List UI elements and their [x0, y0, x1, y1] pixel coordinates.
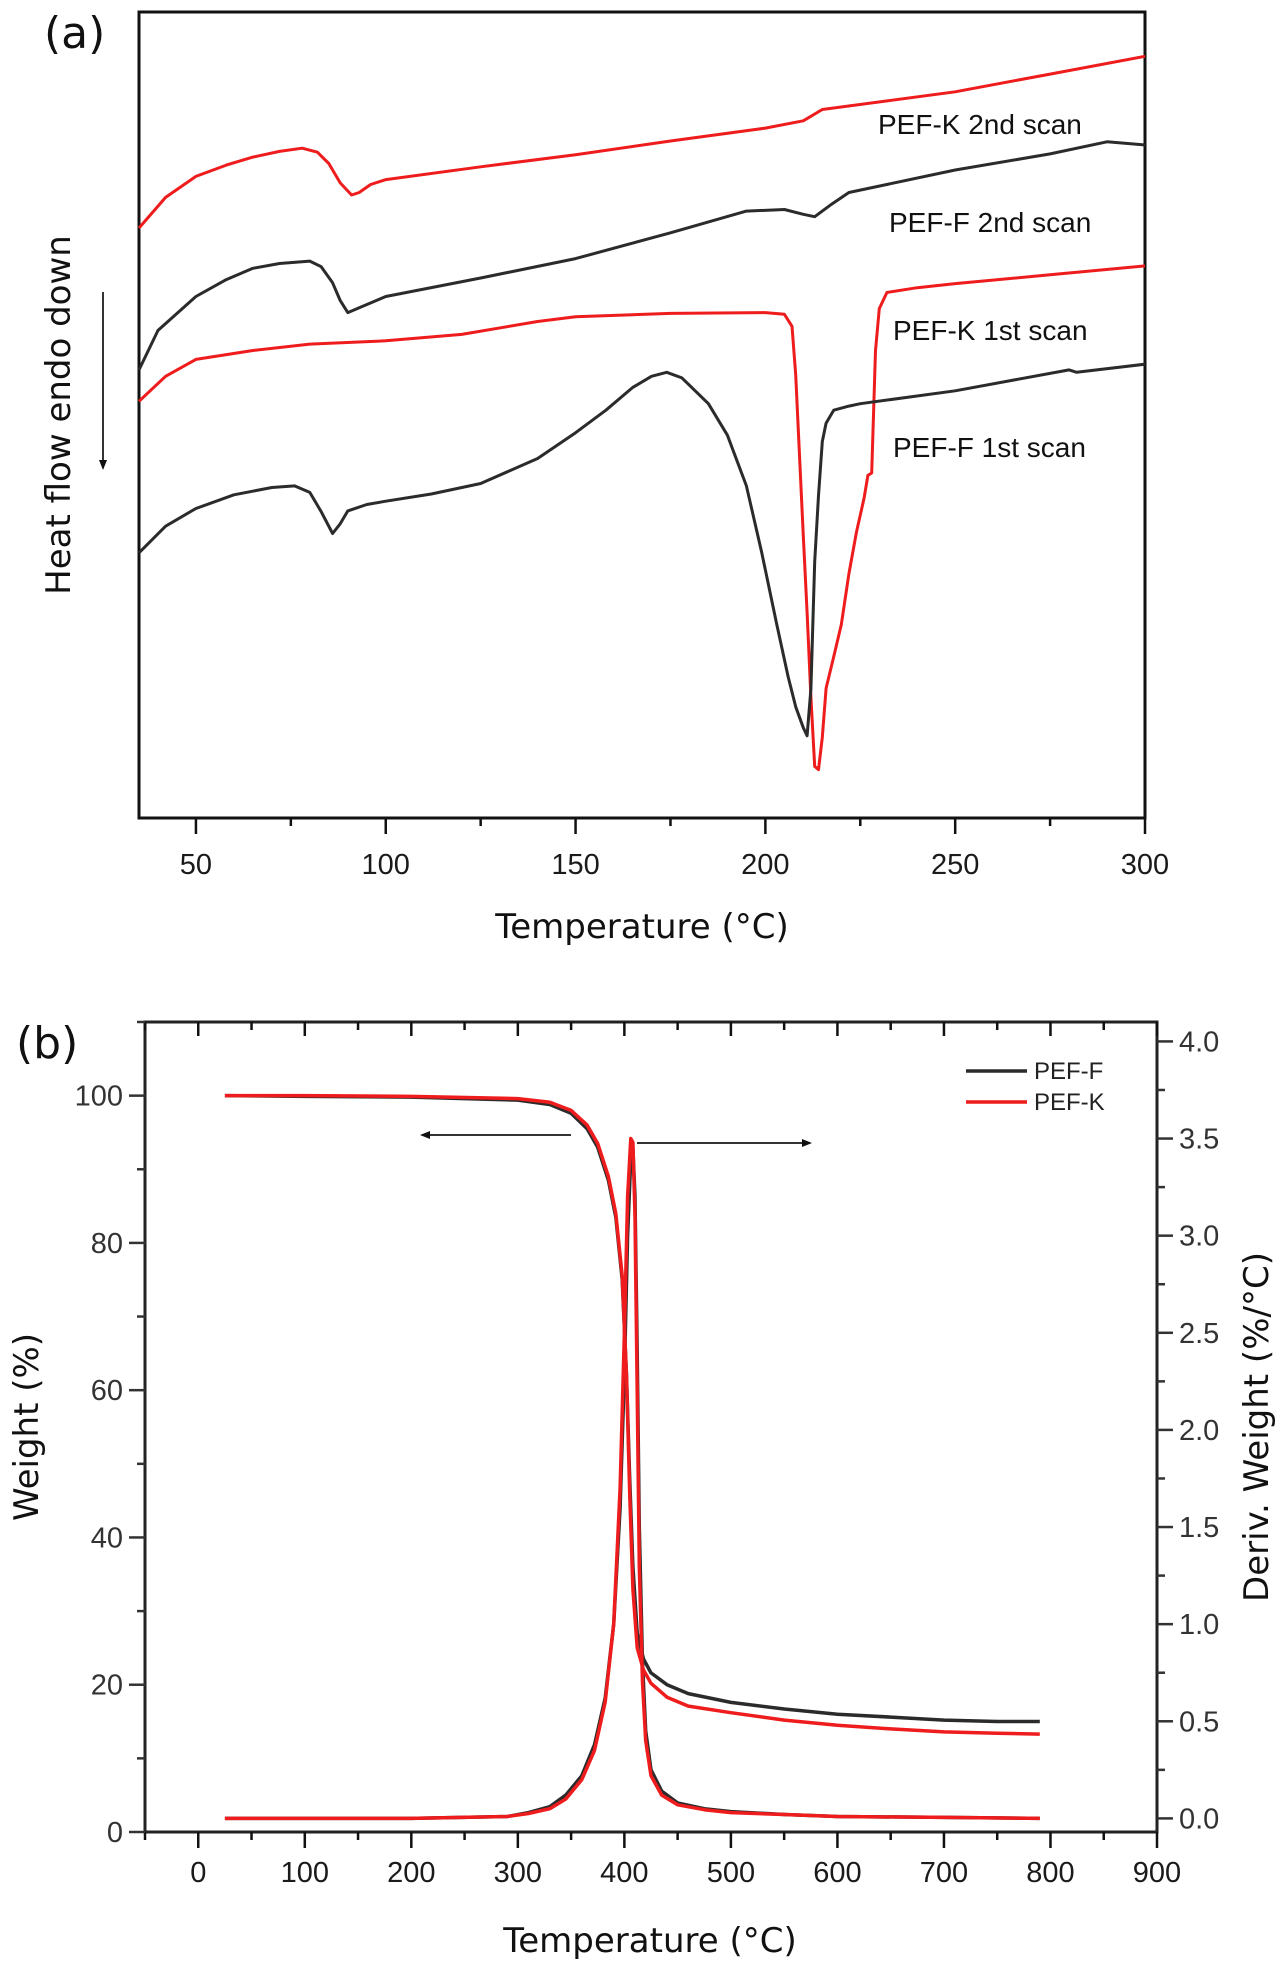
panel-a-y-axis-title: Heat flow endo down [39, 235, 79, 595]
series-pef-k-1st-scan [137, 264, 1146, 772]
b-x-tick-label-700: 700 [920, 1857, 968, 1889]
b-y-tick-label-20: 20 [91, 1670, 123, 1702]
series-pef-k-2nd-scan [137, 54, 1146, 229]
x-tick-label-200: 200 [741, 849, 789, 881]
panel-b-label: (b) [16, 1018, 78, 1069]
b-y-tick-label-100: 100 [75, 1081, 123, 1113]
panel-b-curves [224, 1093, 1040, 1821]
annotation-pef-f-1st-scan: PEF-F 1st scan [893, 432, 1086, 463]
series-pef-f-2nd-scan [137, 140, 1146, 371]
panel-a-dsc: (a) 50 100 150 200 250 300 Heat flow endo dow… [39, 8, 1169, 947]
annotation-pef-k-2nd-scan: PEF-K 2nd scan [878, 109, 1082, 140]
panel-b-x-axis-title: Temperature (°C) [502, 1921, 796, 1961]
panel-a-curves [137, 54, 1146, 772]
b-y2-tick-label-3-5: 3.5 [1179, 1124, 1219, 1156]
panel-b-y2-axis-title: Deriv. Weight (%/°C) [1237, 1252, 1277, 1602]
panel-a-frame [137, 10, 1147, 820]
legend-label-pef-k: PEF-K [1034, 1089, 1105, 1116]
x-tick-label-50: 50 [180, 849, 212, 881]
series-pef-f-1st-scan [137, 362, 1146, 738]
b-y2-tick-label-3-0: 3.0 [1179, 1221, 1219, 1253]
b-y2-tick-label-0-5: 0.5 [1179, 1706, 1219, 1738]
annotation-pef-k-1st-scan: PEF-K 1st scan [893, 315, 1088, 346]
b-y-tick-label-0: 0 [107, 1817, 123, 1849]
x-tick-label-100: 100 [362, 849, 410, 881]
b-y2-tick-label-4-0: 4.0 [1179, 1026, 1219, 1058]
b-y2-tick-label-0-0: 0.0 [1179, 1803, 1219, 1835]
b-y-tick-label-40: 40 [91, 1522, 123, 1554]
series-pef-k-dtg [224, 1136, 1040, 1821]
series-pef-f [224, 1093, 1040, 1724]
b-y2-tick-label-2-0: 2.0 [1179, 1415, 1219, 1447]
b-x-tick-label-100: 100 [281, 1857, 329, 1889]
panel-a-x-ticks: 50 100 150 200 250 300 [180, 818, 1169, 881]
panel-b-y-ticks: 0 20 40 60 80 100 [75, 1020, 145, 1849]
annotation-pef-f-2nd-scan: PEF-F 2nd scan [889, 207, 1091, 238]
panel-a-label: (a) [44, 8, 105, 59]
b-x-tick-label-200: 200 [387, 1857, 435, 1889]
panel-b-y-axis-title: Weight (%) [7, 1333, 47, 1521]
x-tick-label-300: 300 [1121, 849, 1169, 881]
panel-b-frame [143, 1020, 1159, 1834]
panel-b-tga: (b) 0 100 200 300 400 500 600 700 800 900 0 20 40 60… [7, 1018, 1277, 1961]
panel-b-y2-ticks: 0.0 0.5 1.0 1.5 2.0 2.5 3.0 3.5 4.0 [1157, 1026, 1219, 1835]
b-y-tick-label-60: 60 [91, 1375, 123, 1407]
series-pef-k [224, 1093, 1040, 1736]
panel-b-x-ticks: 0 100 200 300 400 500 600 700 800 900 [143, 1022, 1181, 1889]
b-y-tick-label-80: 80 [91, 1228, 123, 1260]
b-x-tick-label-300: 300 [494, 1857, 542, 1889]
x-tick-label-250: 250 [931, 849, 979, 881]
b-x-tick-label-900: 900 [1133, 1857, 1181, 1889]
panel-a-x-axis-title: Temperature (°C) [494, 907, 788, 947]
b-x-tick-label-0: 0 [190, 1857, 206, 1889]
b-x-tick-label-400: 400 [600, 1857, 648, 1889]
x-tick-label-150: 150 [551, 849, 599, 881]
b-x-tick-label-800: 800 [1026, 1857, 1074, 1889]
b-y2-tick-label-1-0: 1.0 [1179, 1609, 1219, 1641]
b-x-tick-label-500: 500 [707, 1857, 755, 1889]
legend-label-pef-f: PEF-F [1034, 1058, 1103, 1085]
legend: PEF-F PEF-K [966, 1058, 1105, 1116]
b-x-tick-label-600: 600 [813, 1857, 861, 1889]
b-y2-tick-label-1-5: 1.5 [1179, 1512, 1219, 1544]
b-y2-tick-label-2-5: 2.5 [1179, 1318, 1219, 1350]
